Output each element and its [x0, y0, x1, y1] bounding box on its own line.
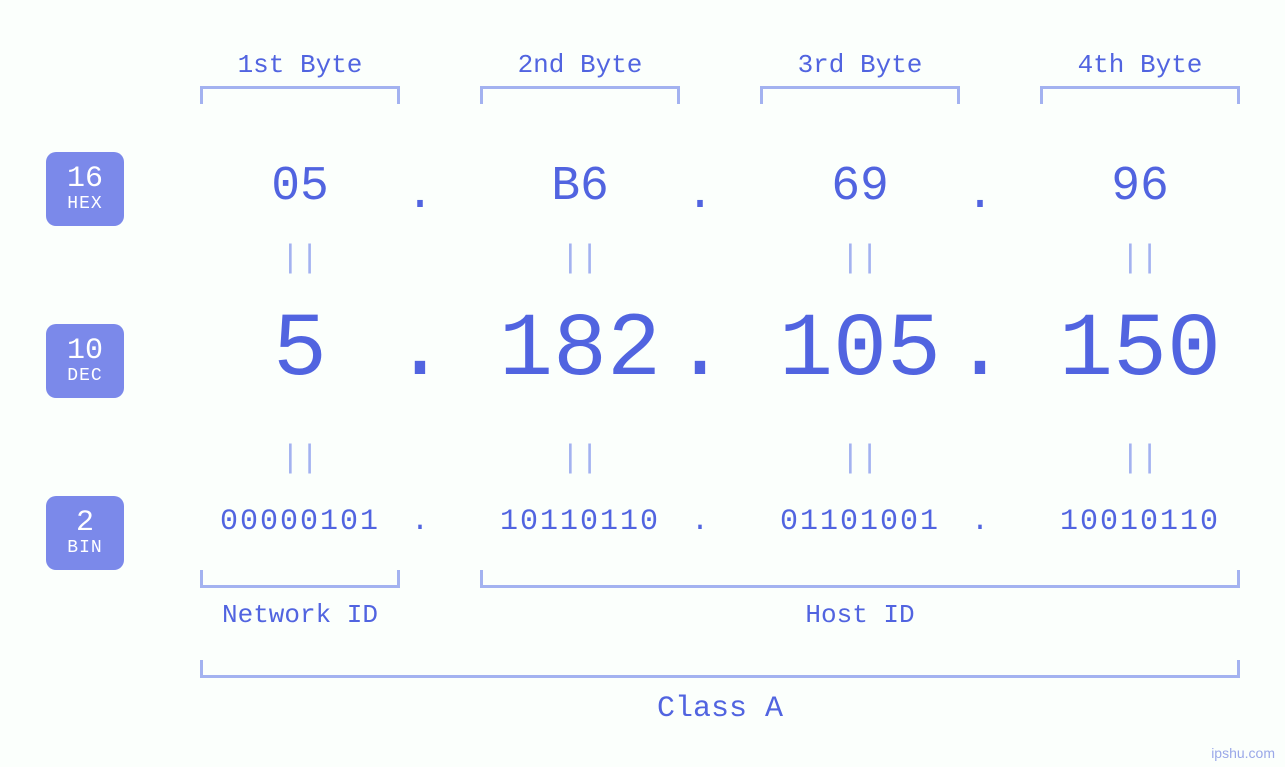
bin-val-0: 00000101: [180, 505, 420, 539]
hex-val-0: 05: [200, 160, 400, 214]
bin-dot-2: .: [950, 505, 1010, 539]
byte-header-0: 1st Byte: [200, 50, 400, 80]
hex-dot-0: .: [390, 168, 450, 222]
bin-val-2: 01101001: [740, 505, 980, 539]
bin-val-1: 10110110: [460, 505, 700, 539]
badge-dec-label: DEC: [67, 367, 102, 386]
top-bracket-3: [1040, 86, 1240, 104]
hex-dot-1: .: [670, 168, 730, 222]
label-network-id: Network ID: [200, 600, 400, 630]
ip-byte-diagram: 16 HEX 10 DEC 2 BIN 1st Byte 2nd Byte 3r…: [0, 0, 1285, 767]
dec-dot-2: .: [950, 300, 1010, 402]
eq1-0: ||: [200, 240, 400, 277]
badge-dec-num: 10: [67, 336, 103, 368]
bracket-host-id: [480, 570, 1240, 588]
dec-dot-1: .: [670, 300, 730, 402]
bracket-network-id: [200, 570, 400, 588]
hex-val-1: B6: [480, 160, 680, 214]
badge-bin-label: BIN: [67, 539, 102, 558]
eq2-0: ||: [200, 440, 400, 477]
byte-header-2: 3rd Byte: [760, 50, 960, 80]
badge-bin: 2 BIN: [46, 496, 124, 570]
label-class: Class A: [200, 692, 1240, 726]
badge-hex-num: 16: [67, 164, 103, 196]
dec-dot-0: .: [390, 300, 450, 402]
bin-dot-1: .: [670, 505, 730, 539]
badge-hex: 16 HEX: [46, 152, 124, 226]
top-bracket-2: [760, 86, 960, 104]
top-bracket-1: [480, 86, 680, 104]
eq2-3: ||: [1040, 440, 1240, 477]
top-bracket-0: [200, 86, 400, 104]
eq1-2: ||: [760, 240, 960, 277]
eq2-1: ||: [480, 440, 680, 477]
eq2-2: ||: [760, 440, 960, 477]
hex-val-2: 69: [760, 160, 960, 214]
watermark: ipshu.com: [1211, 745, 1275, 761]
eq1-1: ||: [480, 240, 680, 277]
badge-bin-num: 2: [76, 508, 94, 540]
label-host-id: Host ID: [480, 600, 1240, 630]
hex-dot-2: .: [950, 168, 1010, 222]
badge-hex-label: HEX: [67, 195, 102, 214]
byte-header-1: 2nd Byte: [480, 50, 680, 80]
bracket-class: [200, 660, 1240, 678]
byte-header-3: 4th Byte: [1040, 50, 1240, 80]
eq1-3: ||: [1040, 240, 1240, 277]
hex-val-3: 96: [1040, 160, 1240, 214]
badge-dec: 10 DEC: [46, 324, 124, 398]
dec-val-3: 150: [1010, 300, 1270, 402]
bin-val-3: 10010110: [1020, 505, 1260, 539]
bin-dot-0: .: [390, 505, 450, 539]
